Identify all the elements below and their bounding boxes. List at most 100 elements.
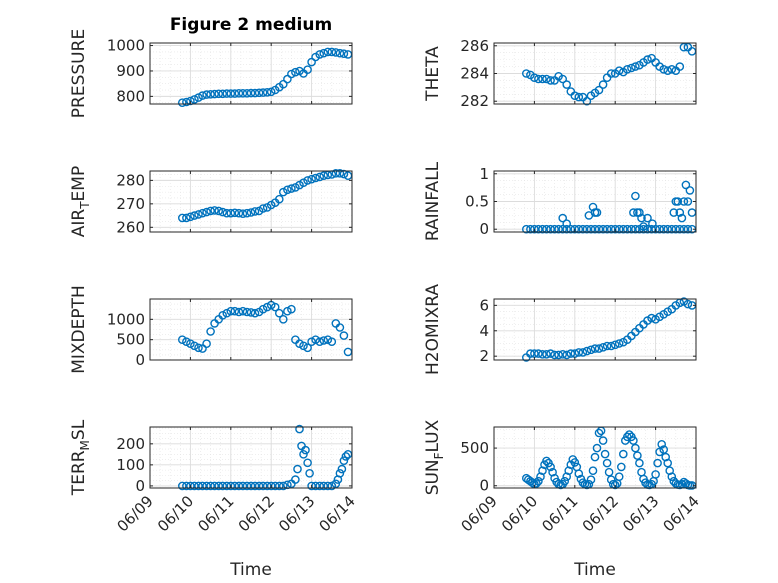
data-point [554,350,563,360]
data-point [278,481,288,491]
data-point [598,436,608,445]
data-point [598,80,608,89]
x-axis-label-left: Time [229,560,272,580]
data-point [558,213,568,223]
y-tick-label: 270 [116,195,145,213]
data-point [659,65,669,74]
data-point [299,178,308,187]
data-point [602,458,612,468]
x-axis-label-right: Time [573,560,616,580]
data-point [186,481,195,491]
data-point [631,224,640,234]
axes-box [149,170,353,233]
data-point [198,91,207,100]
data-point [659,445,669,454]
data-point [625,430,634,439]
data-point [274,194,284,204]
data-point [679,42,689,52]
y-axis-label-main: THETA [423,46,443,102]
data-point [206,327,215,336]
y-tick-label: 1 [479,165,489,183]
y-axis-label-tail: SL [69,419,89,440]
data-point [250,308,260,318]
y-tick-label: 500 [116,331,145,349]
data-point [202,481,211,491]
data-point [562,350,572,360]
data-point [194,343,203,353]
data-point [278,79,288,89]
data-point [337,464,347,474]
data-point [323,335,333,345]
y-tick-label: 2 [479,347,489,365]
data-point [258,481,268,491]
x-tick-label: 06/09 [114,492,157,535]
data-point [598,224,608,234]
data-point [210,481,219,491]
data-point [242,208,252,218]
y-axis-label: SUNFLUX [423,419,446,495]
data-point [206,206,215,216]
data-point [194,93,203,102]
data-point [534,74,543,84]
data-point [182,213,191,223]
data-point [558,349,568,359]
data-point [534,349,543,358]
data-point [675,62,685,71]
data-point [291,475,300,484]
x-tick-label: 06/12 [579,492,622,535]
data-point [177,335,187,345]
y-axis-label-main: SUN [423,459,443,495]
subplot-h2omixra: 2 4 6 H2OMIXRA [423,284,697,375]
data-point [594,344,604,353]
data-point [588,466,598,476]
x-tick-label: 06/14 [660,492,703,535]
data-point [659,224,669,234]
data-point [631,62,640,71]
data-point [643,55,652,64]
y-tick-label: 260 [116,218,145,236]
data-point [522,69,531,78]
data-point [287,69,296,79]
x-tick-label: 06/12 [235,492,278,535]
data-point [274,481,284,491]
data-point [592,443,602,453]
data-point [590,224,600,234]
data-point [530,224,539,234]
data-point [258,88,268,97]
data-point [218,89,227,99]
data-point [190,211,199,220]
data-point [190,95,199,104]
y-tick-label: 0 [479,477,489,495]
data-point [311,173,320,183]
y-tick-label: 800 [116,87,145,105]
data-point [627,224,636,234]
data-point [594,85,604,95]
data-point [319,336,329,345]
data-point [667,472,677,482]
data-point [633,451,642,460]
data-point [305,468,314,478]
data-point [614,472,624,482]
data-point [331,479,341,489]
data-point [301,445,310,455]
data-point [586,345,596,355]
data-point [299,449,308,459]
data-point [262,302,272,312]
data-point [238,209,248,218]
data-point [214,206,223,216]
data-point [673,197,683,206]
y-axis-label: AIRTEMP [69,166,92,237]
data-point [186,96,195,106]
data-point [648,219,657,228]
data-point [574,348,584,357]
data-point [335,48,345,58]
data-point [586,224,596,234]
data-point [335,168,345,178]
data-point [606,341,616,351]
x-tick-label: 06/13 [619,492,662,535]
y-axis-label-main: RAINFALL [423,161,443,241]
data-point [570,91,580,100]
y-axis-label: THETA [423,46,443,102]
data-point [655,447,664,457]
